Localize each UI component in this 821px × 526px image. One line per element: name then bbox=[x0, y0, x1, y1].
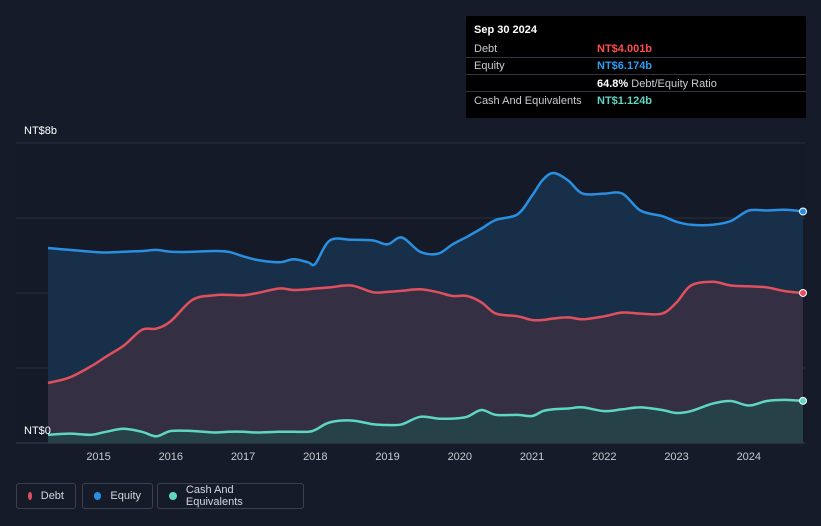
tooltip-cash-row: Cash And Equivalents NT$1.124b bbox=[466, 91, 806, 109]
legend-item-cash[interactable]: Cash And Equivalents bbox=[157, 483, 304, 509]
x-tick-label: 2021 bbox=[512, 451, 552, 463]
x-tick-label: 2015 bbox=[79, 451, 119, 463]
x-tick-label: 2020 bbox=[440, 451, 480, 463]
y-axis-top-label: NT$8b bbox=[24, 125, 57, 137]
tooltip-debt-row: Debt NT$4.001b bbox=[466, 40, 806, 58]
x-tick-label: 2023 bbox=[657, 451, 697, 463]
tooltip-equity-value: NT$6.174b bbox=[597, 60, 652, 72]
x-tick-label: 2019 bbox=[368, 451, 408, 463]
debt-endpoint bbox=[800, 289, 807, 296]
legend-cash-label: Cash And Equivalents bbox=[186, 484, 292, 508]
x-tick-label: 2024 bbox=[729, 451, 769, 463]
x-tick-label: 2016 bbox=[151, 451, 191, 463]
tooltip: Sep 30 2024 Debt NT$4.001b Equity NT$6.1… bbox=[466, 16, 806, 118]
tooltip-equity-label: Equity bbox=[474, 60, 505, 72]
tooltip-equity-row: Equity NT$6.174b bbox=[466, 57, 806, 74]
legend-debt-dot-icon bbox=[28, 492, 32, 500]
legend-equity-dot-icon bbox=[94, 492, 101, 500]
cash-and-equivalents-endpoint bbox=[800, 397, 807, 404]
x-tick-label: 2022 bbox=[584, 451, 624, 463]
tooltip-debt-value: NT$4.001b bbox=[597, 43, 652, 55]
x-tick-label: 2018 bbox=[295, 451, 335, 463]
tooltip-date: Sep 30 2024 bbox=[474, 24, 537, 36]
legend-item-equity[interactable]: Equity bbox=[82, 483, 153, 509]
tooltip-cash-value: NT$1.124b bbox=[597, 95, 652, 107]
x-tick-label: 2017 bbox=[223, 451, 263, 463]
legend-item-debt[interactable]: Debt bbox=[16, 483, 76, 509]
equity-endpoint bbox=[800, 208, 807, 215]
tooltip-cash-label: Cash And Equivalents bbox=[474, 95, 582, 107]
legend-debt-label: Debt bbox=[41, 490, 64, 502]
y-axis-bottom-label: NT$0 bbox=[24, 425, 51, 437]
legend-equity-label: Equity bbox=[110, 490, 141, 502]
tooltip-debt-label: Debt bbox=[474, 43, 497, 55]
legend-cash-dot-icon bbox=[169, 492, 177, 500]
